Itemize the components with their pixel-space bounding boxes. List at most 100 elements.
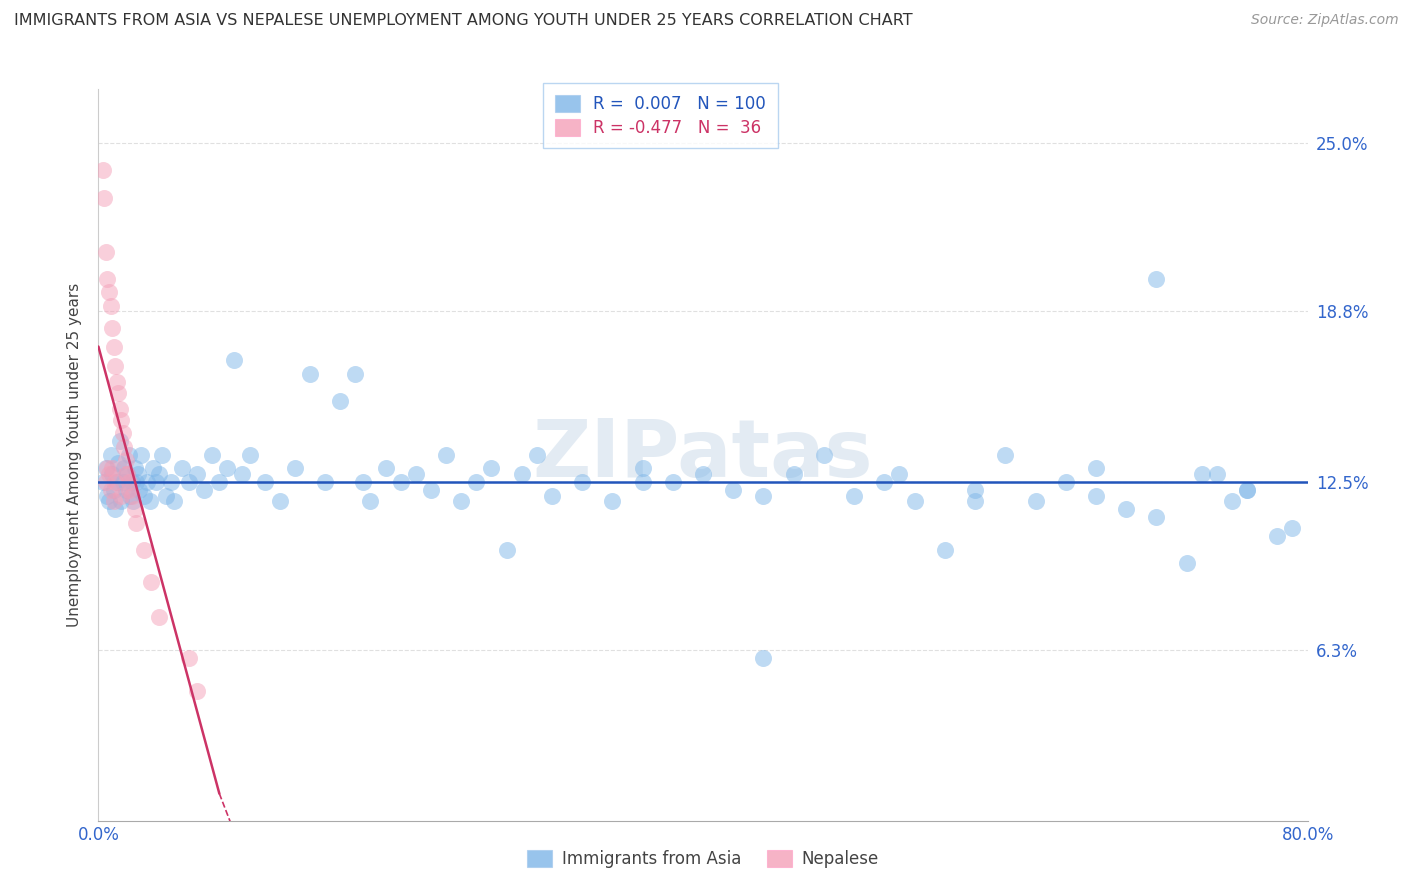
Point [510,467,533,481]
Point [114,467,136,481]
Point [1281,521,1303,535]
Point [344,367,367,381]
Point [1236,483,1258,497]
Point [160,475,183,489]
Point [783,467,806,481]
Point [208,475,231,489]
Point [602,494,624,508]
Legend: Immigrants from Asia, Nepalese: Immigrants from Asia, Nepalese [520,843,886,875]
Point [994,448,1017,462]
Point [1085,461,1108,475]
Point [125,516,148,530]
Y-axis label: Unemployment Among Youth under 25 years: Unemployment Among Youth under 25 years [67,283,83,627]
Point [329,393,352,408]
Point [108,401,131,416]
Point [94,475,117,489]
Point [284,461,307,475]
Point [186,683,208,698]
Point [100,483,122,497]
Point [239,448,262,462]
Point [110,413,132,427]
Point [481,461,503,475]
Point [145,475,167,489]
Point [128,483,150,497]
Point [1144,510,1167,524]
Point [889,467,911,481]
Point [752,651,775,665]
Point [1236,483,1258,497]
Point [465,475,488,489]
Point [1267,529,1289,543]
Point [132,489,155,503]
Point [269,494,291,508]
Text: ZIPatas: ZIPatas [533,416,873,494]
Legend: R =  0.007   N = 100, R = -0.477   N =  36: R = 0.007 N = 100, R = -0.477 N = 36 [544,83,778,148]
Point [374,461,396,475]
Point [813,448,835,462]
Point [148,610,170,624]
Point [389,475,412,489]
Text: IMMIGRANTS FROM ASIA VS NEPALESE UNEMPLOYMENT AMONG YOUTH UNDER 25 YEARS CORRELA: IMMIGRANTS FROM ASIA VS NEPALESE UNEMPLO… [14,13,912,29]
Point [139,494,162,508]
Point [405,467,427,481]
Point [103,483,125,497]
Point [844,489,866,503]
Point [91,163,114,178]
Point [111,426,134,441]
Point [127,467,149,481]
Point [1115,502,1137,516]
Point [112,440,135,454]
Point [224,353,246,368]
Point [163,494,186,508]
Point [360,494,382,508]
Point [129,448,152,462]
Point [965,494,987,508]
Point [103,494,125,508]
Point [121,475,143,489]
Point [120,489,142,503]
Point [752,489,775,503]
Point [118,483,141,497]
Point [150,448,173,462]
Point [1206,467,1229,481]
Point [148,467,170,481]
Point [100,299,122,313]
Point [121,489,143,503]
Point [526,448,548,462]
Point [135,475,157,489]
Point [98,494,121,508]
Point [1144,272,1167,286]
Point [96,461,118,475]
Point [170,461,193,475]
Point [352,475,374,489]
Point [231,467,253,481]
Point [420,483,443,497]
Point [434,448,457,462]
Point [118,475,141,489]
Point [631,461,654,475]
Text: Source: ZipAtlas.com: Source: ZipAtlas.com [1251,13,1399,28]
Point [101,461,124,475]
Point [571,475,593,489]
Point [661,475,683,489]
Point [132,542,155,557]
Point [101,467,124,481]
Point [114,453,136,467]
Point [98,467,121,481]
Point [114,483,136,497]
Point [115,467,138,481]
Point [103,340,125,354]
Point [179,651,201,665]
Point [124,461,146,475]
Point [495,542,517,557]
Point [98,285,121,300]
Point [124,502,146,516]
Point [215,461,238,475]
Point [450,494,472,508]
Point [155,489,177,503]
Point [1054,475,1077,489]
Point [631,475,654,489]
Point [104,502,127,516]
Point [1191,467,1213,481]
Point [107,385,129,400]
